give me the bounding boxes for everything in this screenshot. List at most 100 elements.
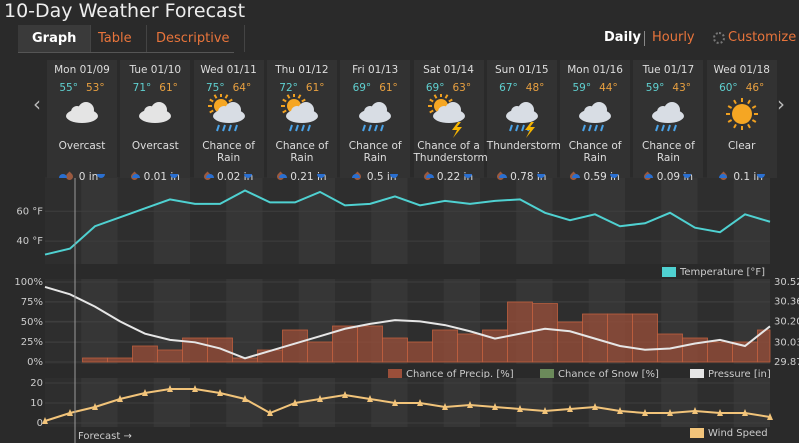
wind-marker [392,399,398,406]
tab[interactable]: Descriptive [142,25,245,52]
rain [368,124,373,132]
bar [582,313,608,363]
bar [532,303,558,363]
tick-label: 75% [21,297,43,308]
rain [215,124,220,132]
cloud [437,106,450,118]
sun-marker [352,174,361,178]
precip: 0.5 in [340,171,410,183]
high: 72° [279,82,298,94]
wind-marker [592,403,598,410]
precip: 0.02 in [194,171,264,183]
next-arrow[interactable]: › [777,92,785,116]
condition: Chance of Rain [202,140,255,164]
weather-icon [427,94,465,138]
rain [288,124,293,132]
rain [508,124,513,132]
day-card: Wed 01/11 75° 64° Chance of Rain 0.02 in [193,60,264,183]
wind-marker [467,401,473,408]
sun-marker [536,174,545,178]
sun-marker [463,174,472,178]
legend-swatch [388,369,402,379]
cloud [364,106,377,118]
series-line [44,388,771,422]
rain [233,124,238,132]
bar [457,333,483,363]
customize[interactable]: Customize [728,30,797,45]
bar [107,357,133,363]
date: Thu 01/12 [275,64,329,76]
wind-marker [717,409,723,416]
sun-ray [224,94,228,99]
temps: 60° 46° [707,82,777,94]
rain [520,124,525,132]
high: 75° [205,82,225,94]
toggle-daily[interactable]: Daily [604,30,641,45]
date: Wed 01/11 [200,64,257,76]
precip: 0.59 in [560,171,630,183]
day-card: Thu 01/12 72° 61° Chance of Rain 0.21 in [266,60,337,183]
legend-label: Pressure [in] [708,369,771,380]
bar [607,313,633,363]
wind-marker [367,395,373,402]
legend-label: Temperature [°F] [679,267,765,278]
condition: Chance of Rain [642,140,695,164]
sun-ray [282,109,287,114]
high: 59° [572,82,592,94]
legend-label: Wind Speed [708,428,768,439]
sun-marker [170,174,179,178]
tick-label: 30.03 [774,337,799,348]
day-band [661,177,698,264]
sun-marker [316,174,325,178]
weather-icon [579,102,612,132]
prev-arrow[interactable]: ‹ [33,92,41,116]
sun-ray [444,94,448,99]
sun-marker [390,174,399,178]
sun-marker [572,174,581,178]
day-card: Tue 01/10 71° 61° Overcast 0.01 in [120,60,191,183]
high: 69° [352,82,372,94]
condition: Chance of Rain [348,140,402,164]
wind-marker [67,409,73,416]
tab[interactable]: Graph [18,25,92,52]
condition: Thunderstorm [486,140,561,152]
sun-ray [208,109,214,114]
weather-icon [505,102,538,138]
toggle-hourly[interactable]: Hourly [652,30,695,45]
rain [655,124,660,132]
tick-label: 30.20 [774,316,799,327]
wind-marker [342,391,348,398]
sun-ray [433,94,437,99]
temps: 75° 64° [194,82,264,94]
low: 64° [232,82,252,94]
sun-marker [498,174,507,178]
bar [482,329,508,363]
lightning [451,122,462,138]
condition: Overcast [131,140,179,152]
legend-label: Chance of Precip. [%] [406,369,514,380]
temps: 67° 48° [487,82,557,94]
precip-amount: 0.1 in [733,171,763,183]
precip: 0.22 in [414,171,484,183]
sun-marker [645,174,654,178]
tick-label: 10 [30,398,43,409]
day-band [443,177,480,264]
high: 60° [719,82,738,94]
rain [374,124,379,132]
temps: 71° 61° [120,82,190,94]
weather-icon [280,94,318,132]
tick-label: 30.36 [774,297,799,308]
precip: 0.78 in [487,171,557,183]
day-card: Fri 01/13 69° 61° Chance of Rain 0.5 in [340,60,411,183]
precip: 0.01 in [120,171,190,183]
wind-marker [317,395,323,402]
sun-marker [132,174,141,178]
precip: 0.1 in [707,171,777,183]
day-band [298,177,335,264]
tab[interactable]: Table [84,25,147,52]
wind-marker [292,399,298,406]
low: 48° [525,82,545,94]
wind-marker [767,413,773,420]
rain [582,124,587,132]
